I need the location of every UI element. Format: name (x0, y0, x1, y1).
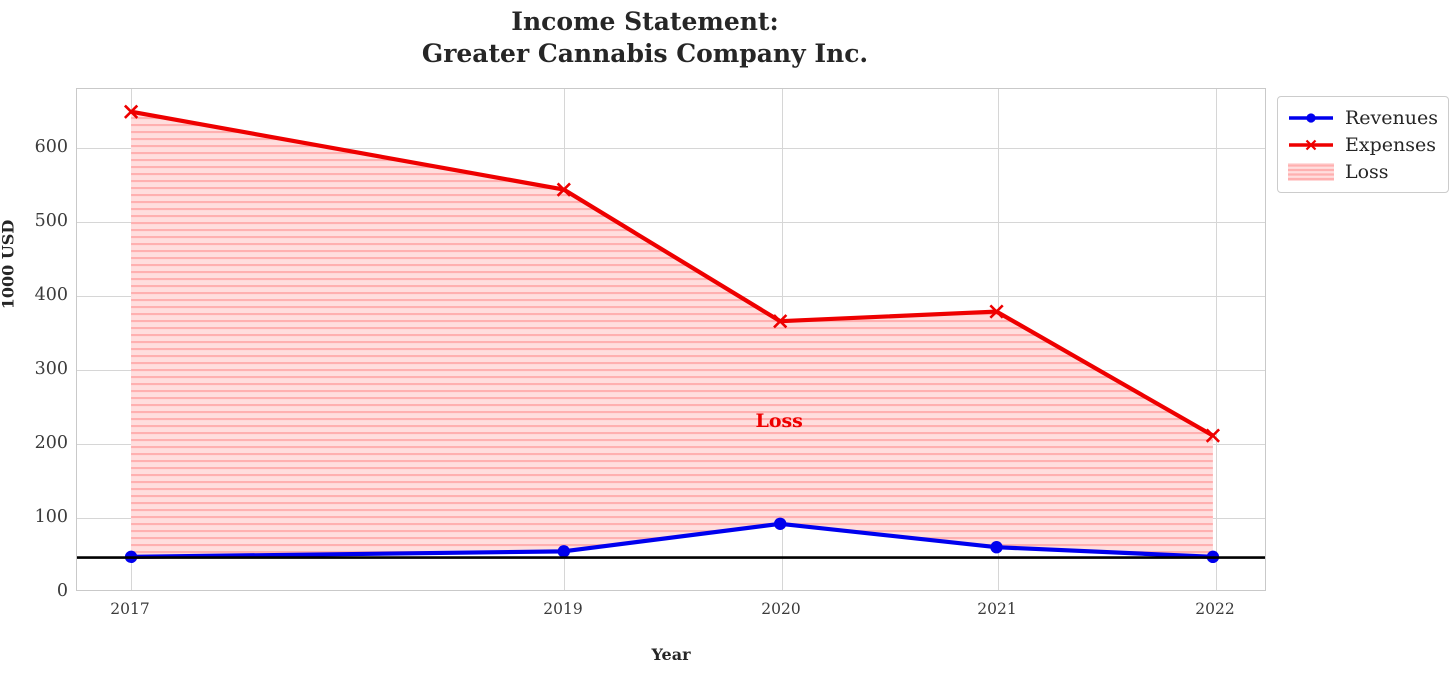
x-axis-label: Year (651, 645, 691, 664)
y-tick-label: 400 (34, 285, 68, 305)
data-point-marker (989, 304, 1004, 319)
chart-data-layer (77, 104, 1265, 564)
chart-title: Income Statement: Greater Cannabis Compa… (421, 7, 869, 68)
gridline-horizontal (77, 222, 1265, 223)
data-point-marker (557, 545, 571, 558)
y-tick-label: 500 (34, 211, 68, 231)
y-tick-label: 200 (34, 433, 68, 453)
chart-legend: Revenues Expenses (1277, 96, 1449, 193)
legend-item-expenses[interactable]: Expenses (1287, 131, 1438, 158)
y-tick-label: 100 (34, 507, 68, 527)
expenses-series (123, 104, 1221, 443)
y-tick-label: 300 (34, 359, 68, 379)
x-tick-label: 2020 (761, 600, 801, 618)
legend-label: Loss (1345, 160, 1389, 183)
legend-key-line-x-marker-icon (1287, 135, 1335, 155)
loss-annotation: Loss (755, 410, 803, 433)
data-point-marker (1205, 428, 1221, 443)
y-axis-tick-labels: 0 100 200 300 400 500 600 (0, 88, 68, 601)
gridline-horizontal (77, 148, 1265, 149)
data-point-marker (990, 541, 1003, 554)
x-tick-label: 2021 (977, 600, 1017, 618)
gridline-vertical (1216, 89, 1217, 590)
data-point-marker (123, 104, 139, 119)
legend-item-revenues[interactable]: Revenues (1287, 104, 1438, 131)
legend-item-loss[interactable]: Loss (1287, 158, 1438, 185)
legend-label: Expenses (1345, 133, 1436, 156)
plot-inner (77, 89, 1265, 590)
legend-key-line-circle-marker-icon (1287, 108, 1335, 128)
y-tick-label: 0 (56, 581, 68, 601)
x-axis-tick-labels: 2017 2019 2020 2021 2022 (76, 600, 1266, 624)
data-point-marker (773, 517, 787, 530)
data-point-marker (556, 182, 571, 197)
loss-area-polygon (131, 111, 1213, 557)
x-tick-label: 2022 (1195, 600, 1235, 618)
plot-area (76, 88, 1266, 591)
legend-key-hatched-swatch-icon (1287, 162, 1335, 182)
legend-label: Revenues (1345, 106, 1438, 129)
loss-fill-area (131, 111, 1213, 557)
data-point-marker (773, 314, 788, 329)
y-axis-label: 1000 USD (0, 219, 18, 310)
x-tick-label: 2019 (543, 600, 583, 618)
x-tick-label: 2017 (110, 600, 150, 618)
y-tick-label: 600 (34, 137, 68, 157)
